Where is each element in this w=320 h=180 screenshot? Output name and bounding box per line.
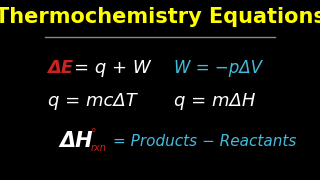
Text: q = mcΔT: q = mcΔT: [47, 92, 136, 110]
Text: °: °: [91, 128, 96, 138]
Text: ΔE: ΔE: [47, 59, 74, 77]
Text: = Products − Reactants: = Products − Reactants: [113, 134, 297, 149]
Text: rxn: rxn: [91, 143, 107, 153]
Text: ΔH: ΔH: [59, 131, 93, 151]
Text: = q + W: = q + W: [75, 59, 151, 77]
Text: Thermochemistry Equations: Thermochemistry Equations: [0, 7, 320, 27]
Text: W = −pΔV: W = −pΔV: [174, 59, 262, 77]
Text: q = mΔH: q = mΔH: [174, 92, 255, 110]
